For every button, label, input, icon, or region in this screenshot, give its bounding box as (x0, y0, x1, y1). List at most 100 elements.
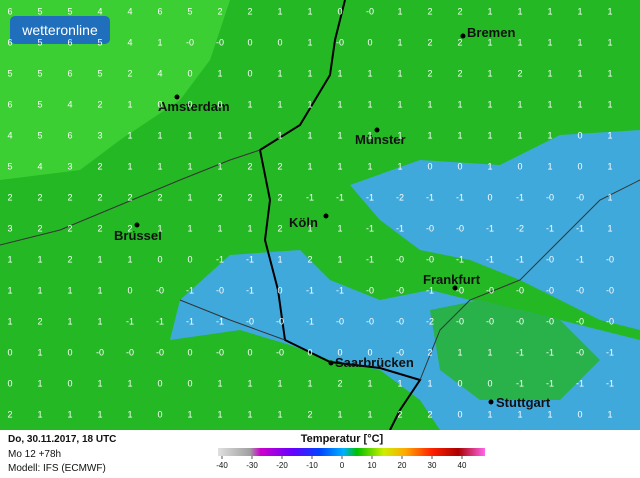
tick-label: -40 (216, 461, 228, 470)
grid-value: 0 (247, 68, 252, 78)
city-dot (374, 127, 380, 133)
grid-value: -1 (366, 223, 374, 233)
grid-value: 1 (397, 161, 402, 171)
grid-value: 2 (37, 316, 42, 326)
grid-value: 1 (97, 316, 102, 326)
grid-value: 1 (67, 285, 72, 295)
grid-value: 5 (37, 130, 42, 140)
grid-value: -1 (306, 285, 314, 295)
grid-value: 1 (277, 254, 282, 264)
grid-value: -0 (546, 254, 554, 264)
grid-value: 0 (247, 37, 252, 47)
grid-value: 1 (487, 99, 492, 109)
grid-value: 5 (7, 68, 12, 78)
grid-value: 2 (307, 254, 312, 264)
grid-value: 0 (517, 161, 522, 171)
grid-value: 1 (247, 409, 252, 419)
grid-value: 0 (187, 68, 192, 78)
grid-value: 1 (337, 68, 342, 78)
country-border (258, 0, 422, 431)
grid-value: 0 (577, 130, 582, 140)
grid-value: 0 (157, 378, 162, 388)
grid-value: -0 (96, 347, 104, 357)
grid-value: 0 (457, 378, 462, 388)
grid-value: 1 (337, 99, 342, 109)
grid-value: -1 (516, 254, 524, 264)
grid-value: -1 (546, 378, 554, 388)
city-dot (460, 33, 466, 39)
grid-value: -0 (546, 192, 554, 202)
grid-value: -1 (336, 285, 344, 295)
grid-value: 1 (7, 254, 12, 264)
grid-value: 1 (37, 285, 42, 295)
grid-value: -0 (486, 316, 494, 326)
grid-value: 1 (397, 99, 402, 109)
city-dot (328, 360, 334, 366)
grid-value: 1 (487, 68, 492, 78)
grid-value: 0 (487, 378, 492, 388)
grid-value: 1 (247, 99, 252, 109)
grid-value: 0 (577, 161, 582, 171)
grid-value: 1 (607, 223, 612, 233)
grid-value: -1 (336, 192, 344, 202)
grid-value: 2 (427, 6, 432, 16)
city-dot (452, 285, 458, 291)
grid-value: -1 (186, 285, 194, 295)
city-label: Münster (355, 132, 406, 147)
grid-value: 1 (37, 378, 42, 388)
grid-value: 1 (157, 37, 162, 47)
grid-value: 1 (547, 130, 552, 140)
cities: Bremen Amsterdam Münster Köln Brüssel Fr… (114, 25, 551, 410)
grid-value: 1 (217, 130, 222, 140)
grid-value: 6 (7, 99, 12, 109)
grid-value: -1 (456, 192, 464, 202)
grid-value: 2 (127, 68, 132, 78)
grid-value: 2 (427, 409, 432, 419)
grid-value: -0 (186, 37, 194, 47)
grid-value: 1 (307, 68, 312, 78)
grid-value: -1 (576, 223, 584, 233)
grid-value: 1 (307, 37, 312, 47)
grid-value: -0 (456, 316, 464, 326)
grid-value: -1 (516, 192, 524, 202)
grid-value: 1 (547, 68, 552, 78)
grid-value: 0 (187, 254, 192, 264)
grid-value: 0 (457, 161, 462, 171)
grid-value: -0 (576, 285, 584, 295)
grid-value: -1 (606, 378, 614, 388)
grid-value: 1 (457, 347, 462, 357)
tick-label: 40 (458, 461, 467, 470)
grid-value: 0 (187, 99, 192, 109)
grid-value: 3 (67, 161, 72, 171)
grid-value: 0 (187, 378, 192, 388)
grid-value: 6 (7, 37, 12, 47)
grid-value: 1 (67, 409, 72, 419)
grid-value: 1 (607, 99, 612, 109)
tick-label: 0 (340, 461, 345, 470)
grid-value: -1 (366, 192, 374, 202)
grid-value: 0 (277, 37, 282, 47)
grid-value: 0 (277, 285, 282, 295)
grid-value: 1 (97, 254, 102, 264)
grid-value: 1 (187, 130, 192, 140)
grid-value: 1 (217, 161, 222, 171)
grid-value: 1 (127, 409, 132, 419)
grid-value: 6 (67, 68, 72, 78)
grid-value: -1 (576, 378, 584, 388)
grid-value: 1 (367, 68, 372, 78)
grid-value: 2 (427, 347, 432, 357)
grid-value: 1 (67, 316, 72, 326)
grid-value: 1 (517, 130, 522, 140)
grid-value: 2 (307, 409, 312, 419)
grid-value: -1 (516, 347, 524, 357)
grid-value: 2 (427, 68, 432, 78)
grid-value: -0 (366, 285, 374, 295)
grid-value: -0 (576, 192, 584, 202)
grid-value: 1 (127, 378, 132, 388)
grid-value: 1 (337, 130, 342, 140)
grid-value: 1 (607, 6, 612, 16)
city-dot (174, 94, 180, 100)
grid-value: 1 (217, 409, 222, 419)
grid-value: 1 (277, 68, 282, 78)
grid-value: -2 (396, 192, 404, 202)
